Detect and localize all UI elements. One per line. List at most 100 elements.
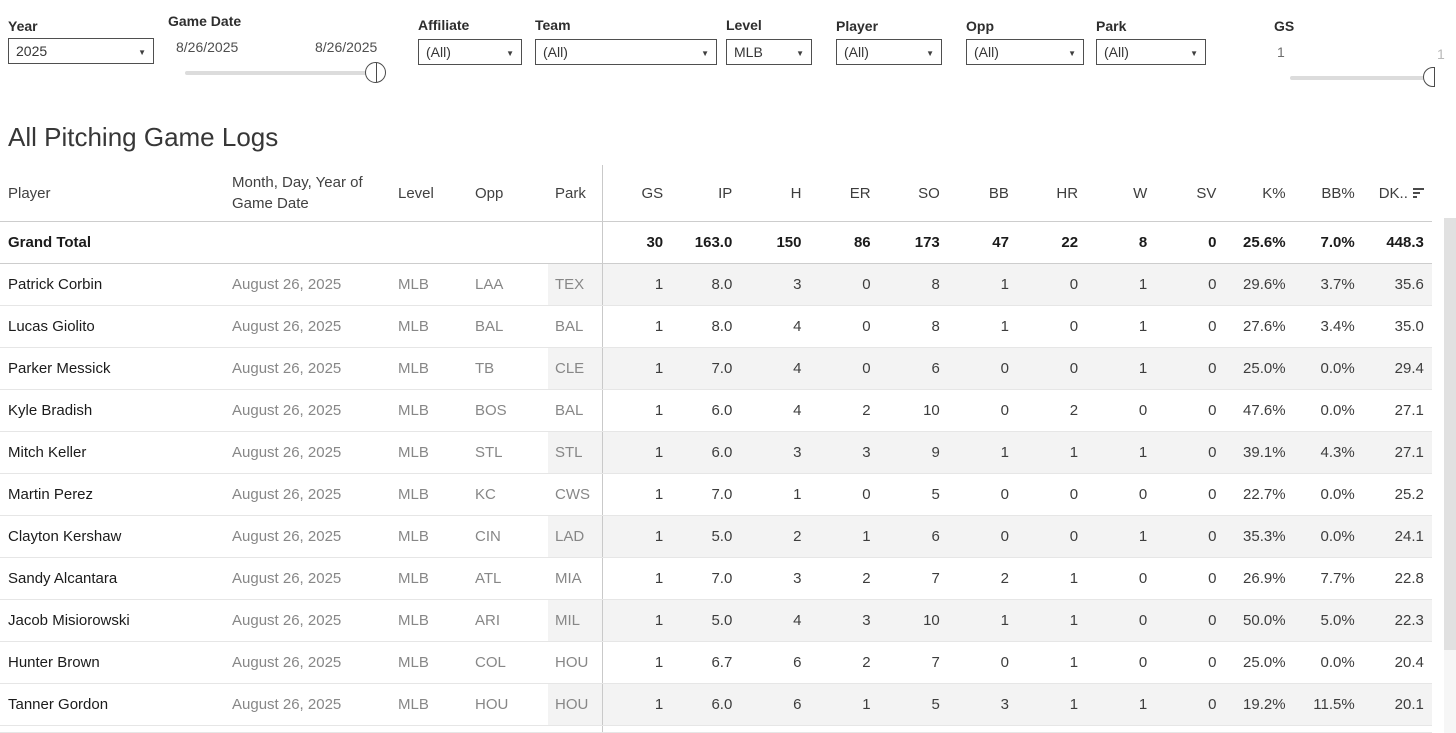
opp-filter-dropdown[interactable]: (All) ▼ <box>966 39 1084 65</box>
chevron-down-icon: ▼ <box>1068 49 1076 58</box>
stat-cell-h: 6 <box>793 654 802 671</box>
col-header-opp[interactable]: Opp <box>475 184 504 202</box>
affiliate-filter-dropdown[interactable]: (All) ▼ <box>418 39 522 65</box>
stat-cell-bb: 0 <box>1000 654 1009 671</box>
stat-cell-w: 1 <box>1086 348 1156 389</box>
table-row[interactable]: Martin Perez August 26, 2025 MLB KC CWS 1 7.0 1… <box>0 474 1432 516</box>
col-header-label: HR <box>1056 184 1079 202</box>
park-filter-label: Park <box>1096 18 1127 34</box>
table-row[interactable]: Sandy Alcantara August 26, 2025 MLB ATL MIA 1… <box>0 558 1432 600</box>
col-header-gs[interactable]: GS <box>602 165 671 221</box>
grand-total-value: 163.0 <box>694 234 733 251</box>
player-filter-dropdown[interactable]: (All) ▼ <box>836 39 942 65</box>
stat-cell-gs: 1 <box>602 684 672 725</box>
col-header-hr[interactable]: HR <box>1017 165 1086 221</box>
col-header-dk[interactable]: DK.. <box>1363 165 1432 221</box>
stat-cell-er: 1 <box>809 684 879 725</box>
stat-cell-dk: 24.1 <box>1362 516 1432 557</box>
sort-descending-icon[interactable] <box>1412 188 1424 198</box>
team-filter-dropdown[interactable]: (All) ▼ <box>535 39 717 65</box>
stat-cell-h: 6 <box>740 684 810 725</box>
table-row[interactable]: Kyle Bradish August 26, 2025 MLB BOS BAL 1 6.0… <box>0 390 1432 432</box>
park-cell: CLE <box>548 348 602 389</box>
stat-cell-ip: 8.0 <box>671 264 741 305</box>
game-date-cell: August 26, 2025 <box>232 402 342 419</box>
col-header-w[interactable]: W <box>1086 165 1155 221</box>
grand-total-value: 22 <box>1061 234 1079 251</box>
stat-cell-hr: 1 <box>1016 684 1087 725</box>
col-header-so[interactable]: SO <box>879 165 948 221</box>
table-row[interactable]: Mitch Keller August 26, 2025 MLB STL STL 1 6.0… <box>0 432 1432 474</box>
level-filter-label: Level <box>726 17 762 33</box>
stat-cell-bb: 0.0% <box>1293 516 1363 557</box>
game-date-cell: August 26, 2025 <box>232 486 342 503</box>
year-filter-dropdown[interactable]: 2025 ▼ <box>8 38 154 64</box>
col-header-park[interactable]: Park <box>555 184 586 202</box>
gs-slider-track[interactable] <box>1290 76 1432 80</box>
park-cell: BAL <box>555 402 584 419</box>
col-header-k[interactable]: K% <box>1224 165 1293 221</box>
game-date-slider-handle[interactable] <box>365 62 386 83</box>
grand-total-row[interactable]: Grand Total 30 163.0 150 86 173 47 22 8 0 25.6% 7.… <box>0 222 1432 264</box>
chevron-down-icon: ▼ <box>796 49 804 58</box>
col-header-player[interactable]: Player <box>8 184 51 202</box>
col-header-level[interactable]: Level <box>398 184 434 202</box>
stat-cell-bb: 11.5% <box>1293 684 1363 725</box>
col-header-ip[interactable]: IP <box>671 165 740 221</box>
level-cell: MLB <box>398 486 429 503</box>
col-header-game-date[interactable]: Month, Day, Year of Game Date <box>232 174 363 212</box>
table-row[interactable]: Patrick Corbin August 26, 2025 MLB LAA TEX 1 8… <box>0 264 1432 306</box>
stat-cell-hr: 1 <box>1016 600 1087 641</box>
col-header-label: BB <box>988 184 1009 202</box>
col-header-bb[interactable]: BB% <box>1294 165 1363 221</box>
table-row[interactable]: Clayton Kershaw August 26, 2025 MLB CIN LAD 1… <box>0 516 1432 558</box>
table-row[interactable]: Tanner Gordon August 26, 2025 MLB HOU HOU 1 6.… <box>0 684 1432 726</box>
stat-cell-h: 2 <box>740 516 810 557</box>
col-header-sv[interactable]: SV <box>1155 165 1224 221</box>
park-filter-dropdown[interactable]: (All) ▼ <box>1096 39 1206 65</box>
stat-cell-er: 0 <box>809 264 879 305</box>
stat-cell-w: 0 <box>1138 570 1148 587</box>
stat-cell-er: 0 <box>862 486 871 503</box>
gs-slider-handle[interactable] <box>1423 67 1435 87</box>
table-row[interactable]: Parker Messick August 26, 2025 MLB TB CLE 1 7.… <box>0 348 1432 390</box>
table-row[interactable]: Lucas Giolito August 26, 2025 MLB BAL BAL 1 8.… <box>0 306 1432 348</box>
stat-cell-w: 0 <box>1086 600 1156 641</box>
game-date-cell: August 26, 2025 <box>232 444 342 461</box>
stat-cell-gs: 1 <box>602 390 671 431</box>
stat-cell-bb: 0 <box>947 516 1017 557</box>
stat-cell-gs: 1 <box>602 306 671 347</box>
stat-cell-k: 35.3% <box>1224 516 1294 557</box>
stat-cell-bb: 1 <box>947 432 1017 473</box>
stat-cell-dk: 35.6 <box>1362 264 1432 305</box>
col-header-er[interactable]: ER <box>809 165 878 221</box>
vertical-scrollbar-track[interactable] <box>1444 218 1456 733</box>
vertical-scrollbar-thumb[interactable] <box>1444 218 1456 650</box>
stat-cell-er: 2 <box>862 402 871 419</box>
level-filter-dropdown[interactable]: MLB ▼ <box>726 39 812 65</box>
level-cell: MLB <box>398 318 429 335</box>
stat-cell-sv: 0 <box>1155 516 1225 557</box>
col-header-bb[interactable]: BB <box>948 165 1017 221</box>
stat-cell-w: 1 <box>1086 432 1156 473</box>
stat-cell-k: 19.2% <box>1224 684 1294 725</box>
park-cell: MIL <box>548 600 602 641</box>
stat-cell-er: 3 <box>809 600 879 641</box>
chevron-down-icon: ▼ <box>138 48 146 57</box>
game-date-slider-track[interactable] <box>185 71 375 75</box>
col-header-h[interactable]: H <box>740 165 809 221</box>
stat-cell-dk: 20.1 <box>1362 684 1432 725</box>
chevron-down-icon: ▼ <box>926 49 934 58</box>
gs-max-value: 1 <box>1437 46 1445 62</box>
stat-cell-hr: 0 <box>1069 318 1079 335</box>
park-cell: MIA <box>555 570 582 587</box>
stat-cell-h: 3 <box>793 570 802 587</box>
stat-cell-w: 1 <box>1086 516 1156 557</box>
stat-cell-h: 4 <box>793 318 802 335</box>
table-row[interactable]: Hunter Brown August 26, 2025 MLB COL HOU 1 6.7… <box>0 642 1432 684</box>
stat-cell-h: 4 <box>740 600 810 641</box>
stat-cell-sv: 0 <box>1208 570 1217 587</box>
opp-cell: COL <box>475 654 506 671</box>
stat-cell-k: 25.0% <box>1224 348 1294 389</box>
table-row[interactable]: Jacob Misiorowski August 26, 2025 MLB ARI MI… <box>0 600 1432 642</box>
